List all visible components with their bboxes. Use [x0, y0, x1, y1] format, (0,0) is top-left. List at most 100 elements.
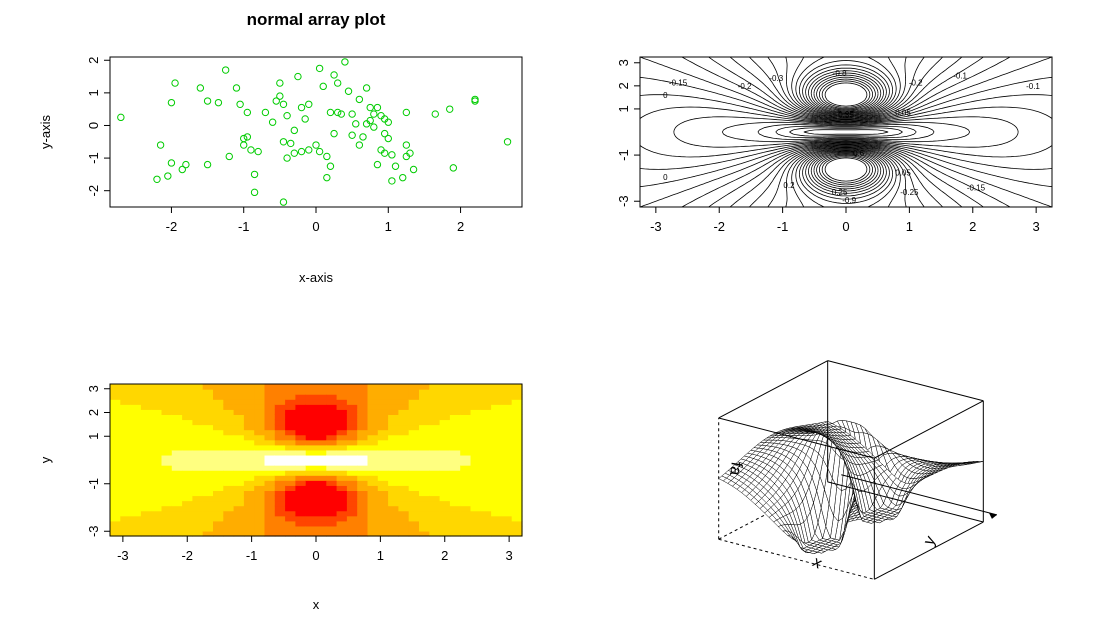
heatmap-cell — [285, 460, 296, 466]
heatmap-cell — [120, 414, 131, 420]
heatmap-cell — [213, 394, 224, 400]
heatmap-cell — [501, 475, 512, 481]
heatmap-cell — [460, 414, 471, 420]
heatmap-cell — [254, 430, 265, 436]
heatmap-cell — [450, 399, 461, 405]
heatmap-cell — [440, 419, 451, 425]
heatmap-cell — [501, 526, 512, 532]
heatmap-cell — [450, 526, 461, 532]
heatmap-cell — [419, 445, 430, 451]
heatmap-cell — [368, 440, 379, 446]
heatmap-cell — [429, 470, 440, 476]
heatmap-cell — [491, 435, 502, 441]
heatmap-cell — [244, 399, 255, 405]
heatmap-cell — [419, 440, 430, 446]
heatmap-cell — [347, 430, 358, 436]
heatmap-cell — [285, 465, 296, 471]
heatmap-cell — [110, 485, 121, 491]
heatmap-cell — [512, 455, 523, 461]
heatmap-cell — [244, 480, 255, 486]
heatmap-cell — [203, 465, 214, 471]
heatmap-cell — [275, 501, 286, 507]
heatmap-cell — [481, 425, 492, 431]
heatmap-cell — [172, 465, 183, 471]
heatmap-cell — [512, 526, 523, 532]
heatmap-cell — [131, 419, 142, 425]
scatter-point — [306, 101, 312, 107]
scatter-point — [244, 109, 250, 115]
heatmap-cell — [203, 419, 214, 425]
heatmap-cell — [398, 490, 409, 496]
heatmap-cell — [275, 460, 286, 466]
heatmap-cell — [203, 430, 214, 436]
heatmap-cell — [347, 435, 358, 441]
scatter-point — [291, 150, 297, 156]
heatmap-cell — [182, 414, 193, 420]
contour-label: 0.05 — [895, 168, 911, 177]
heatmap-cell — [471, 404, 482, 410]
heatmap-cell — [213, 485, 224, 491]
heatmap-cell — [213, 460, 224, 466]
x-tick-label: 0 — [312, 548, 319, 563]
heatmap-cell — [460, 480, 471, 486]
heatmap-cell — [131, 455, 142, 461]
heatmap-cell — [192, 409, 203, 415]
heatmap-cell — [316, 501, 327, 507]
x-tick-label: 1 — [377, 548, 384, 563]
heatmap-cell — [265, 455, 276, 461]
heatmap-cell — [491, 490, 502, 496]
heatmap-cell — [110, 460, 121, 466]
heatmap-cell — [192, 450, 203, 456]
heatmap-cell — [347, 485, 358, 491]
heatmap-cell — [368, 404, 379, 410]
x-axis-label: x — [313, 597, 320, 612]
heatmap-cell — [388, 470, 399, 476]
heatmap-cell — [203, 490, 214, 496]
heatmap-cell — [419, 460, 430, 466]
scatter-point — [197, 85, 203, 91]
contour-line — [811, 73, 881, 191]
heatmap-cell — [409, 409, 420, 415]
heatmap-cell — [347, 495, 358, 501]
heatmap-cell — [306, 506, 317, 512]
contour-label: -0.15 — [967, 183, 986, 192]
heatmap-cell — [254, 455, 265, 461]
contour-line — [803, 65, 890, 199]
heatmap-cell — [110, 511, 121, 517]
heatmap-cell — [388, 450, 399, 456]
heatmap-cell — [512, 399, 523, 405]
heatmap-cell — [213, 404, 224, 410]
heatmap-cell — [378, 399, 389, 405]
heatmap-cell — [120, 430, 131, 436]
heatmap-cell — [151, 511, 162, 517]
heatmap-cell — [368, 425, 379, 431]
heatmap-cell — [450, 465, 461, 471]
heatmap-cell — [244, 470, 255, 476]
heatmap-cell — [172, 404, 183, 410]
heatmap-cell — [388, 414, 399, 420]
heatmap-cell — [120, 480, 131, 486]
heatmap-cell — [357, 526, 368, 532]
heatmap-cell — [110, 465, 121, 471]
heatmap-cell — [162, 445, 173, 451]
heatmap-cell — [471, 511, 482, 517]
contour-line — [804, 130, 888, 135]
heatmap-cell — [337, 526, 348, 532]
heatmap-cell — [357, 384, 368, 390]
heatmap-cell — [512, 409, 523, 415]
heatmap-cell — [368, 516, 379, 522]
contour-label: -0.15 — [669, 78, 688, 87]
heatmap-cell — [501, 465, 512, 471]
heatmap-cell — [244, 495, 255, 501]
heatmap-cell — [316, 465, 327, 471]
heatmap-cell — [275, 440, 286, 446]
heatmap-cell — [429, 506, 440, 512]
heatmap-cell — [429, 511, 440, 517]
heatmap-cell — [244, 485, 255, 491]
contour-label: 0.35 — [838, 111, 854, 120]
heatmap-cell — [265, 445, 276, 451]
heatmap-cell — [172, 409, 183, 415]
box-edge — [719, 361, 828, 418]
heatmap-cell — [388, 430, 399, 436]
heatmap-cell — [471, 490, 482, 496]
